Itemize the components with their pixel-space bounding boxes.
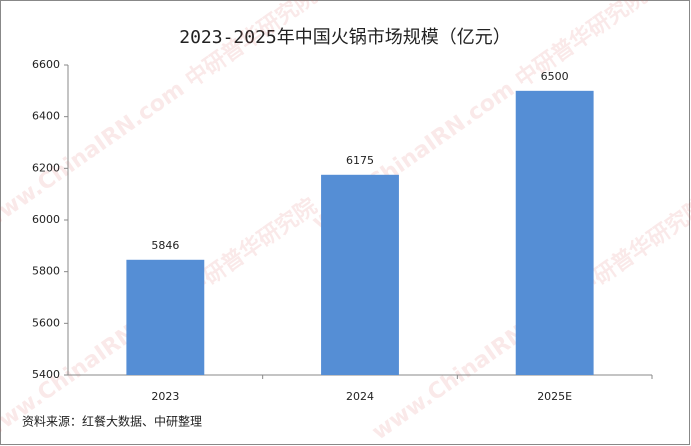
- y-tick-label: 5800: [32, 265, 60, 278]
- y-tick-label: 5400: [32, 368, 60, 381]
- y-tick-label: 6200: [32, 161, 60, 174]
- y-tick-label: 6000: [32, 213, 60, 226]
- y-tick-label: 6600: [32, 58, 60, 71]
- data-label: 6500: [541, 70, 569, 83]
- x-tick-label: 2024: [346, 390, 374, 403]
- y-tick-label: 5600: [32, 316, 60, 329]
- x-tick-label: 2023: [151, 390, 179, 403]
- data-label: 6175: [346, 154, 374, 167]
- x-tick-label: 2025E: [537, 390, 572, 403]
- chart-title: 2023-2025年中国火锅市场规模（亿元）: [179, 27, 511, 48]
- source-note: 资料来源：红餐大数据、中研整理: [22, 414, 202, 429]
- bar: [515, 90, 594, 375]
- bar: [126, 259, 205, 375]
- data-label: 5846: [151, 239, 179, 252]
- bar: [321, 174, 399, 375]
- y-tick-label: 6400: [32, 110, 60, 123]
